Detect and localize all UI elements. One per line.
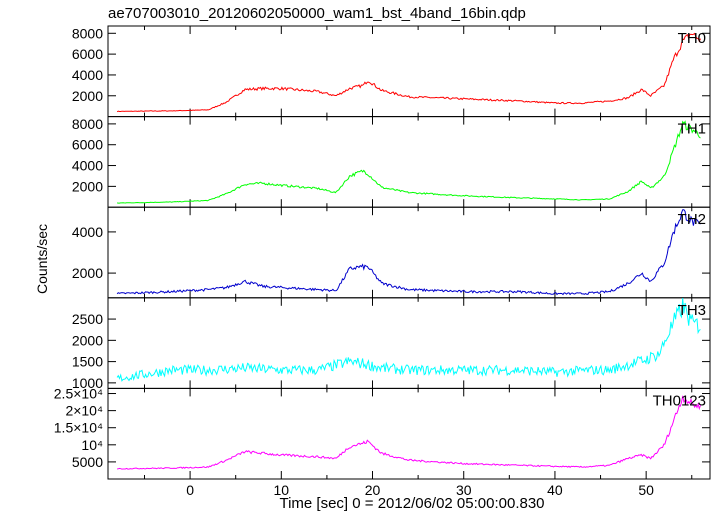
panel-label: TH3 (678, 302, 706, 319)
y-tick-label: 10⁴ (81, 437, 103, 453)
panel-frame (107, 25, 711, 118)
series-line-th1 (117, 120, 701, 204)
y-tick-label: 2.5×10⁴ (54, 386, 103, 402)
x-tick-label: 30 (456, 482, 472, 498)
panel-frame (107, 206, 711, 299)
y-tick-label: 2500 (72, 311, 103, 327)
y-axis-label: Counts/sec (34, 224, 50, 294)
x-tick-label: 10 (274, 482, 290, 498)
y-tick-label: 4000 (72, 67, 103, 83)
panel-frame (107, 116, 711, 208)
y-tick-label: 4000 (72, 158, 103, 174)
panel-th3: 1000 1500 2000 2500 TH3 (72, 297, 711, 391)
y-tick-label: 2×10⁴ (65, 403, 103, 419)
y-tick-label: 2000 (72, 88, 103, 104)
series-line-th3 (116, 298, 701, 382)
series-line-th2 (116, 209, 701, 296)
panel-label: TH0123 (653, 392, 706, 409)
y-tick-label: 5000 (72, 454, 103, 470)
y-tick-label: 2000 (72, 332, 103, 348)
y-tick-label: 2000 (72, 265, 103, 281)
series-line-th0 (116, 32, 701, 113)
y-tick-label: 1000 (72, 375, 103, 391)
y-tick-label: 4000 (72, 224, 103, 240)
x-tick-label: 50 (638, 482, 654, 498)
series-line-th0123 (117, 395, 701, 470)
y-tick-label: 8000 (72, 25, 103, 41)
x-tick-label: 0 (186, 482, 194, 498)
panel-label: TH1 (678, 121, 706, 138)
y-tick-label: 2000 (72, 178, 103, 194)
y-tick-label: 6000 (72, 137, 103, 153)
panel-th0: 2000 4000 6000 8000 TH0 (72, 25, 711, 118)
x-axis-label: Time [sec] 0 = 2012/06/02 05:00:00.830 (279, 495, 544, 512)
x-tick-label: 20 (365, 482, 381, 498)
panel-label: TH2 (678, 211, 706, 228)
y-tick-label: 1.5×10⁴ (54, 420, 103, 436)
x-tick-label: 40 (547, 482, 563, 498)
panel-frame (107, 387, 711, 480)
chart-title: ae707003010_20120602050000_wam1_bst_4ban… (108, 5, 526, 22)
y-tick-label: 6000 (72, 46, 103, 62)
y-tick-label: 8000 (72, 116, 103, 132)
panel-frame (107, 297, 711, 389)
panel-label: TH0 (678, 30, 706, 47)
y-tick-label: 1500 (72, 354, 103, 370)
panel-th1: 2000 4000 6000 8000 TH1 (72, 116, 711, 208)
panel-th2: 2000 4000 TH2 (72, 206, 711, 299)
